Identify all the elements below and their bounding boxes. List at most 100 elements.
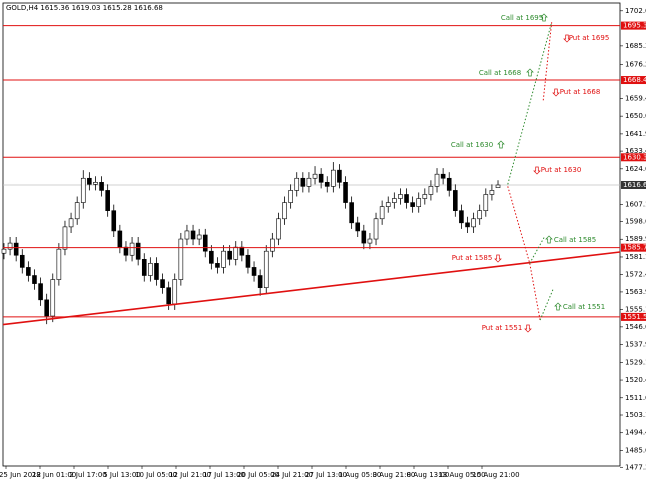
candle-body bbox=[129, 242, 135, 256]
level-tag bbox=[621, 312, 646, 321]
x-tick-label: 28 Jun 01:00 bbox=[32, 471, 76, 479]
candle-body bbox=[251, 267, 257, 276]
candle-body bbox=[202, 234, 208, 252]
candle-body bbox=[233, 246, 239, 260]
candle-body bbox=[239, 246, 245, 256]
candle-body bbox=[422, 194, 428, 199]
level-tag-label: 1695.34 bbox=[623, 22, 646, 30]
annotation-label: Call at 1551 bbox=[563, 303, 605, 311]
candle-body bbox=[312, 173, 318, 179]
y-tick-label: 1572.40 bbox=[625, 271, 646, 279]
candle-body bbox=[68, 218, 74, 228]
candle-body bbox=[446, 177, 452, 191]
candle-body bbox=[80, 177, 86, 203]
y-tick-label: 1589.90 bbox=[625, 235, 646, 243]
annotation-arrow bbox=[545, 235, 553, 244]
candle-body bbox=[26, 267, 31, 276]
level-tag bbox=[621, 153, 646, 162]
x-tick-label: 8 Aug 13:00 bbox=[407, 471, 450, 479]
candle-body bbox=[349, 202, 354, 224]
candle-body bbox=[440, 173, 446, 179]
candle-body bbox=[318, 173, 324, 183]
candle-body bbox=[172, 279, 178, 305]
x-tick-label: 13 Aug 05:00 bbox=[438, 471, 485, 479]
candle-body bbox=[495, 184, 501, 188]
candle-body bbox=[367, 238, 373, 244]
candle-body bbox=[337, 169, 342, 183]
candle-body bbox=[282, 202, 287, 220]
x-tick-label: 1 Aug 05:00 bbox=[339, 471, 382, 479]
y-tick-label: 1503.15 bbox=[625, 411, 646, 419]
x-tick-label: 15 Aug 21:00 bbox=[472, 471, 519, 479]
candle-body bbox=[331, 169, 336, 187]
annotation-arrow bbox=[533, 166, 541, 175]
candle-body bbox=[7, 242, 13, 250]
y-tick-label: 1520.40 bbox=[625, 376, 646, 384]
candle-body bbox=[141, 258, 147, 276]
candle-body bbox=[453, 190, 458, 211]
y-tick-label: 1494.40 bbox=[625, 429, 646, 437]
y-tick-label: 1676.20 bbox=[625, 60, 646, 68]
candle-body bbox=[93, 182, 98, 185]
candle-body bbox=[32, 275, 37, 284]
candle-body bbox=[306, 177, 312, 187]
level-tag-label: 1585.74 bbox=[623, 244, 646, 252]
candle-body bbox=[379, 206, 385, 220]
candle-body bbox=[276, 218, 281, 240]
candle-body bbox=[355, 222, 361, 232]
annotation-label: Put at 1630 bbox=[541, 166, 582, 174]
candle-body bbox=[160, 279, 165, 288]
candle-body bbox=[221, 250, 226, 268]
candle-body bbox=[74, 202, 80, 220]
candle-body bbox=[459, 210, 464, 224]
x-tick-label: 5 Jul 13:00 bbox=[103, 471, 141, 479]
candle-body bbox=[227, 250, 232, 260]
annotation-label: Put at 1668 bbox=[560, 88, 601, 96]
annotation-arrow bbox=[526, 68, 534, 77]
annotation-arrow bbox=[554, 302, 562, 311]
y-tick-label: 1633.40 bbox=[625, 147, 646, 155]
candle-body bbox=[257, 275, 263, 288]
candle-body bbox=[184, 230, 190, 240]
candle-body bbox=[190, 230, 196, 240]
candle-body bbox=[477, 210, 483, 220]
chart-title: GOLD,H4 1615.36 1619.03 1615.28 1616.68 bbox=[6, 4, 163, 12]
annotation-arrow bbox=[563, 34, 571, 43]
candle-body bbox=[373, 218, 379, 240]
x-tick-label: 17 Jul 13:00 bbox=[203, 471, 245, 479]
candle-body bbox=[209, 250, 214, 264]
candle-body bbox=[166, 287, 171, 305]
projection-line bbox=[542, 22, 553, 102]
candle-body bbox=[343, 182, 348, 203]
candle-body bbox=[404, 194, 409, 203]
y-tick-label: 1485.65 bbox=[625, 446, 646, 454]
level-tag-label: 1668.48 bbox=[623, 76, 646, 84]
level-tag bbox=[621, 243, 646, 252]
candle-body bbox=[105, 190, 110, 211]
candle-body bbox=[50, 279, 56, 317]
annotation-label: Call at 1695 bbox=[501, 14, 543, 22]
candle-body bbox=[245, 254, 251, 268]
x-tick-label: 3 Aug 21:00 bbox=[373, 471, 416, 479]
y-tick-label: 1702.65 bbox=[625, 7, 646, 15]
candle-body bbox=[434, 173, 440, 187]
candle-body bbox=[416, 198, 422, 207]
candle-body bbox=[392, 198, 397, 203]
projection-line bbox=[529, 236, 545, 264]
candle-body bbox=[465, 222, 470, 228]
y-tick-label: 1641.90 bbox=[625, 130, 646, 138]
candle-body bbox=[410, 202, 415, 207]
candle-body bbox=[471, 218, 476, 228]
candle-body bbox=[148, 263, 153, 276]
x-tick-label: 10 Jul 05:00 bbox=[135, 471, 177, 479]
candle-body bbox=[1, 248, 7, 254]
candle-body bbox=[215, 263, 220, 268]
current-price-tag-label: 1616.68 bbox=[623, 181, 646, 189]
candle-body bbox=[324, 182, 330, 187]
x-tick-label: 12 Jul 21:00 bbox=[169, 471, 211, 479]
candle-body bbox=[56, 248, 62, 280]
candle-body bbox=[428, 186, 434, 195]
candle-body bbox=[361, 230, 367, 244]
annotation-arrow bbox=[494, 254, 502, 263]
candle-body bbox=[385, 202, 391, 207]
